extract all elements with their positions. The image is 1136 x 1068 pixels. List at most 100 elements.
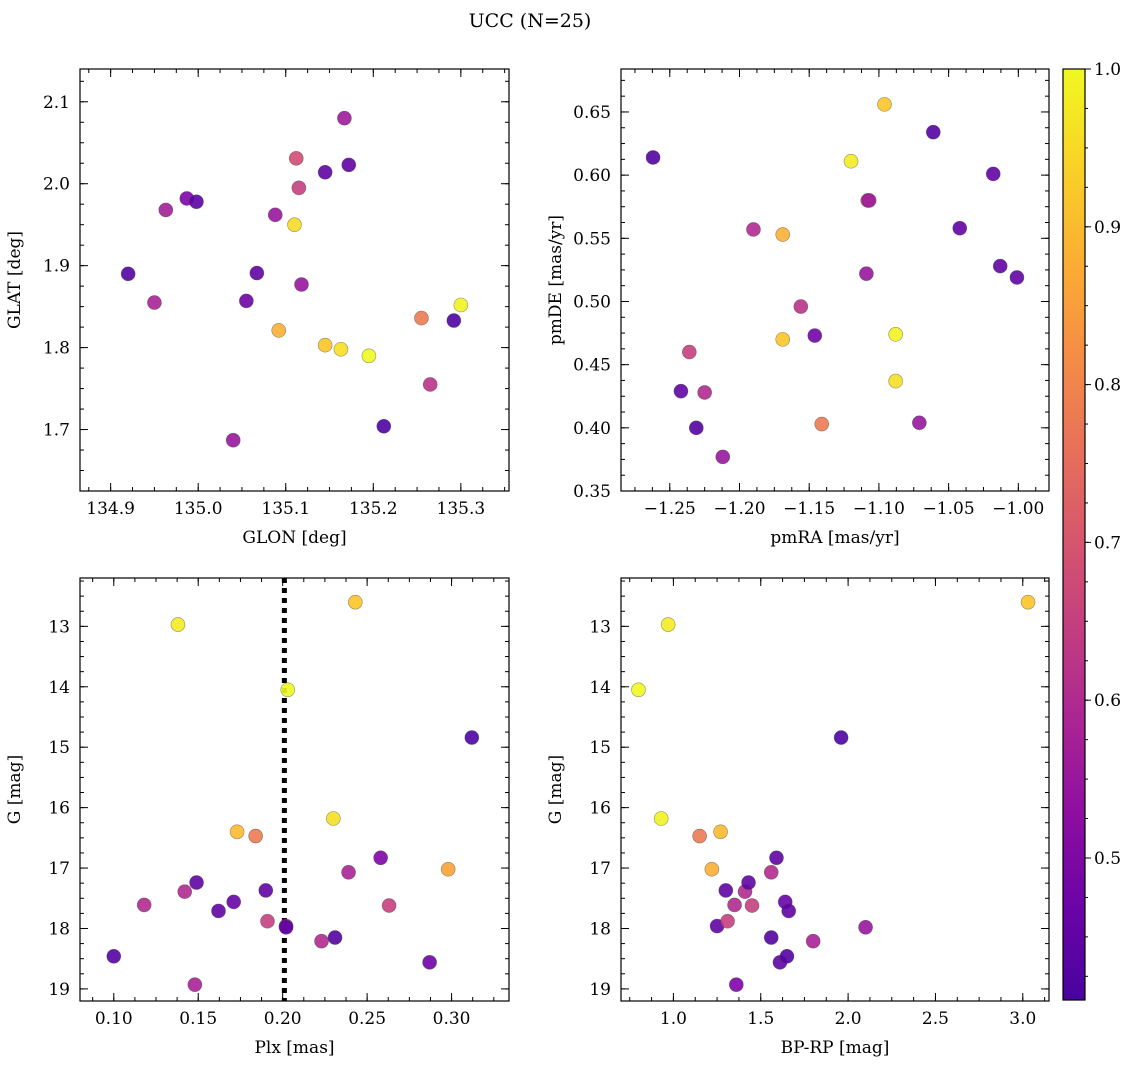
scatter-point — [692, 828, 707, 844]
y-tick-label: 1.8 — [43, 339, 70, 359]
plot-frame — [620, 577, 1050, 1002]
scatter-point — [314, 933, 329, 949]
x-tick-label: 0.30 — [433, 1009, 471, 1029]
x-axis-label: GLON [deg] — [242, 528, 346, 548]
y-tick-label: 19 — [589, 980, 611, 1000]
x-tick-label: 3.0 — [1009, 1009, 1036, 1029]
scatter-point — [992, 258, 1008, 274]
scatter-point — [189, 875, 204, 890]
x-tick-label: −1.15 — [783, 499, 835, 519]
scatter-point — [744, 898, 760, 913]
y-tick-label: 13 — [589, 617, 611, 637]
scatter-point — [781, 903, 797, 919]
scatter-point — [833, 730, 849, 745]
y-tick-label: 13 — [48, 617, 70, 637]
scatter-point — [728, 977, 744, 992]
colorbar-tick-label: 0.5 — [1094, 849, 1121, 869]
scatter-point — [843, 153, 859, 169]
scatter-point — [858, 919, 873, 935]
scatter-point — [348, 594, 363, 610]
scatter-point — [225, 432, 241, 448]
x-tick-label: 0.20 — [264, 1009, 302, 1029]
y-tick-label: 0.35 — [573, 482, 611, 502]
y-tick-label: 14 — [48, 678, 70, 698]
x-axis-label: pmRA [mas/yr] — [770, 528, 899, 548]
scatter-point — [136, 897, 152, 913]
scatter-point — [653, 811, 669, 826]
scatter-point — [280, 682, 296, 698]
scatter-point — [187, 977, 203, 992]
scatter-point — [341, 864, 356, 880]
scatter-point — [341, 157, 357, 173]
scatter-point — [985, 166, 1001, 182]
x-tick-label: −1.25 — [644, 499, 696, 519]
scatter-point — [1020, 594, 1036, 610]
scatter-point — [888, 373, 903, 389]
scatter-point — [464, 730, 480, 745]
y-tick-label: 0.65 — [573, 103, 611, 123]
scatter-point — [249, 265, 265, 281]
scatter-point — [888, 327, 903, 342]
y-tick-label: 15 — [589, 738, 611, 758]
y-axis-label: G [mag] — [5, 755, 25, 824]
scatter-point — [278, 919, 294, 935]
scatter-point — [440, 861, 456, 877]
scatter-point — [688, 420, 704, 436]
colorbar: 0.5 0.6 0.7 0.8 0.9 1.0 — [1062, 60, 1121, 1001]
scatter-point — [775, 227, 791, 242]
scatter-point — [414, 310, 429, 326]
scatter-point — [645, 150, 661, 165]
y-tick-label: 1.7 — [43, 421, 70, 441]
colorbar-tick-label: 0.7 — [1094, 533, 1121, 553]
y-tick-label: 17 — [589, 859, 611, 879]
y-tick-label: 0.40 — [573, 419, 611, 439]
scatter-point — [704, 861, 720, 877]
colorbar-ticks: 0.5 0.6 0.7 0.8 0.9 1.0 — [1085, 60, 1121, 977]
y-axis-label: G [mag] — [546, 755, 566, 824]
scatter-point — [952, 220, 968, 236]
scatter-point — [660, 617, 676, 632]
scatter-point — [294, 277, 309, 292]
y-tick-label: 0.55 — [573, 229, 611, 249]
y-tick-label: 16 — [48, 799, 70, 819]
x-axis-label: BP-RP [mag] — [781, 1038, 890, 1058]
y-tick-label: 18 — [589, 919, 611, 939]
scatter-point — [912, 415, 927, 431]
scatter-point — [715, 449, 731, 465]
y-tick-label: 0.50 — [573, 292, 611, 312]
scatter-point — [239, 293, 254, 309]
y-tick-label: 15 — [48, 738, 70, 758]
x-tick-label: 0.25 — [348, 1009, 386, 1029]
scatter-point — [673, 383, 689, 399]
scatter-point — [746, 222, 761, 237]
scatter-point — [147, 295, 162, 310]
plot-frame — [79, 68, 510, 492]
scatter-point — [327, 930, 343, 945]
x-tick-label: −1.10 — [853, 499, 905, 519]
scatter-point — [211, 903, 226, 919]
scatter-point — [807, 328, 823, 343]
y-tick-label: 18 — [48, 919, 70, 939]
scatter-point — [189, 194, 204, 210]
scatter-point — [697, 385, 712, 400]
x-tick-label: −1.00 — [992, 499, 1044, 519]
scatter-point — [422, 955, 437, 970]
colorbar-tick-label: 0.6 — [1094, 691, 1121, 711]
y-tick-label: 2.0 — [43, 175, 70, 195]
scatter-point — [317, 337, 333, 353]
scatter-point — [106, 948, 122, 964]
scatter-point — [287, 217, 302, 232]
x-tick-label: 134.9 — [86, 499, 135, 519]
scatter-point — [120, 266, 136, 282]
scatter-point — [763, 930, 779, 945]
scatter-point — [170, 617, 186, 632]
y-axis-label: GLAT [deg] — [5, 231, 25, 329]
scatter-point — [361, 348, 377, 364]
y-tick-label: 2.1 — [43, 93, 70, 113]
y-tick-label: 0.45 — [573, 356, 611, 376]
scatter-point — [288, 151, 304, 166]
scatter-point — [741, 875, 756, 890]
colorbar-tick-label: 0.8 — [1094, 376, 1121, 396]
scatter-point — [814, 416, 830, 432]
